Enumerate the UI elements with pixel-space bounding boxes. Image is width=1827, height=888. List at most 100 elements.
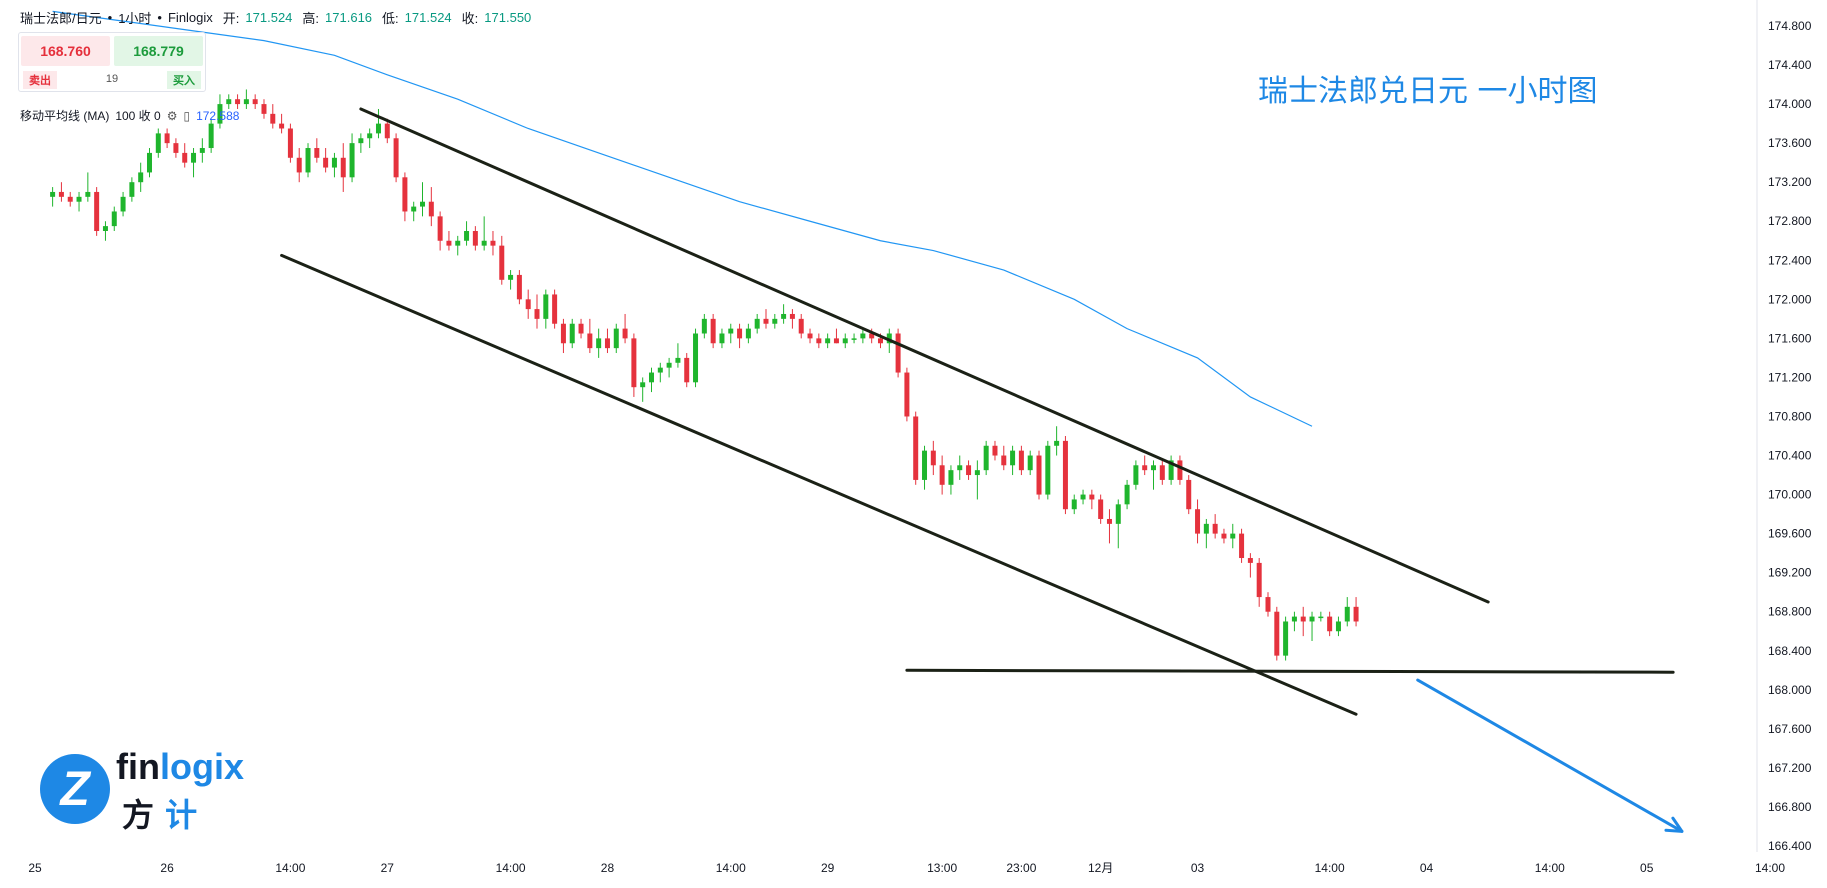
buy-price-button[interactable]: 168.779 — [114, 36, 203, 66]
logo-mark-icon: Z — [40, 754, 110, 824]
candle-body — [1221, 533, 1227, 539]
trend-lines — [280, 107, 1684, 833]
candle-body — [648, 372, 654, 383]
indicator-name[interactable]: 移动平均线 (MA) — [20, 109, 110, 123]
candle-body — [798, 318, 804, 334]
candle-body — [1327, 616, 1333, 632]
low-value: 171.524 — [404, 10, 452, 25]
close-value: 171.550 — [484, 10, 532, 25]
candle-body — [1142, 465, 1148, 471]
candle-body — [939, 465, 945, 485]
candle-body — [191, 152, 197, 163]
candle-body — [596, 338, 602, 349]
candle-body — [930, 450, 936, 466]
candle-body — [913, 416, 919, 480]
candle-body — [710, 318, 716, 344]
candle-body — [499, 245, 505, 280]
moving-average-line — [52, 10, 1313, 427]
y-tick-label: 169.200 — [1768, 566, 1812, 580]
candle-body — [1300, 616, 1306, 622]
settings-icon[interactable]: ⚙ — [166, 108, 178, 123]
candle-body — [138, 172, 144, 183]
timeframe[interactable]: 1小时 — [118, 11, 152, 26]
candle-body — [1212, 523, 1218, 534]
candle-body — [737, 328, 743, 339]
buy-label[interactable]: 买入 — [167, 71, 201, 89]
forecast-arrow — [1416, 678, 1684, 833]
candle-body — [552, 294, 558, 324]
candle-body — [772, 318, 778, 324]
candle-body — [76, 196, 82, 202]
candle-body — [1054, 440, 1060, 446]
candle-body — [235, 99, 241, 105]
sell-label[interactable]: 卖出 — [23, 71, 57, 89]
candle-body — [728, 328, 734, 334]
candle-body — [895, 333, 901, 373]
candle-body — [957, 465, 963, 471]
candle-body — [807, 333, 813, 339]
candle-body — [666, 362, 672, 368]
candle-body — [763, 318, 769, 324]
candle-body — [1071, 499, 1077, 510]
logo-cn-b: 计 — [165, 796, 198, 834]
candle-body — [613, 328, 619, 349]
candle-body — [1186, 479, 1192, 510]
candle-body — [411, 206, 417, 212]
symbol-name[interactable]: 瑞士法郎/日元 — [20, 11, 102, 26]
low-label: 低: — [382, 11, 399, 26]
candle-body — [1247, 558, 1253, 563]
separator-dot: • — [107, 10, 113, 25]
x-tick-label: 05 — [1640, 861, 1654, 875]
candle-body — [569, 323, 575, 344]
candle-body — [129, 182, 135, 197]
candle-body — [120, 196, 126, 212]
candle-body — [1239, 533, 1245, 559]
candle-body — [455, 240, 461, 246]
spread-value: 19 — [105, 73, 119, 85]
x-tick-label: 25 — [28, 861, 42, 875]
x-tick-label: 28 — [601, 861, 615, 875]
time-axis: 25 26 14:00 27 14:00 28 14:00 29 13:00 23:00 12月 03… — [28, 861, 1785, 875]
candle-body — [367, 133, 373, 139]
sell-price-button[interactable]: 168.760 — [21, 36, 110, 66]
candle-body — [1309, 616, 1315, 622]
candle-body — [402, 177, 408, 212]
candle-body — [261, 104, 267, 114]
candle-body — [146, 152, 152, 173]
candle-body — [754, 318, 760, 329]
channel-line — [905, 668, 1675, 674]
x-tick-label: 14:00 — [1535, 861, 1565, 875]
candle-body — [860, 333, 866, 339]
logo-word-a: fin — [116, 746, 160, 787]
candle-body — [1010, 450, 1016, 466]
y-tick-label: 167.600 — [1768, 722, 1812, 736]
candle-body — [393, 138, 399, 178]
candle-body — [904, 372, 910, 417]
channel-line — [280, 253, 1358, 716]
candle-body — [384, 123, 390, 139]
x-tick-label: 14:00 — [275, 861, 305, 875]
candle-body — [1195, 509, 1201, 534]
candle-body — [375, 123, 381, 134]
candle-body — [270, 113, 276, 124]
candle-body — [789, 313, 795, 319]
candle-body — [587, 333, 593, 349]
y-tick-label: 171.200 — [1768, 370, 1812, 384]
candle-body — [358, 138, 364, 144]
candle-body — [1124, 484, 1130, 505]
candle-body — [331, 157, 337, 168]
candle-body — [1027, 455, 1033, 471]
candle-body — [155, 133, 161, 153]
candle-body — [182, 152, 188, 163]
candle-body — [825, 338, 831, 344]
candle-body — [67, 196, 73, 202]
y-tick-label: 170.000 — [1768, 488, 1812, 502]
candle-body — [305, 148, 311, 173]
candle-body — [1036, 455, 1042, 495]
candle-body — [490, 240, 496, 246]
x-tick-label: 03 — [1191, 861, 1205, 875]
visibility-icon[interactable]: ▯ — [183, 108, 191, 123]
channel-line — [359, 107, 1490, 604]
candle-body — [252, 99, 258, 105]
